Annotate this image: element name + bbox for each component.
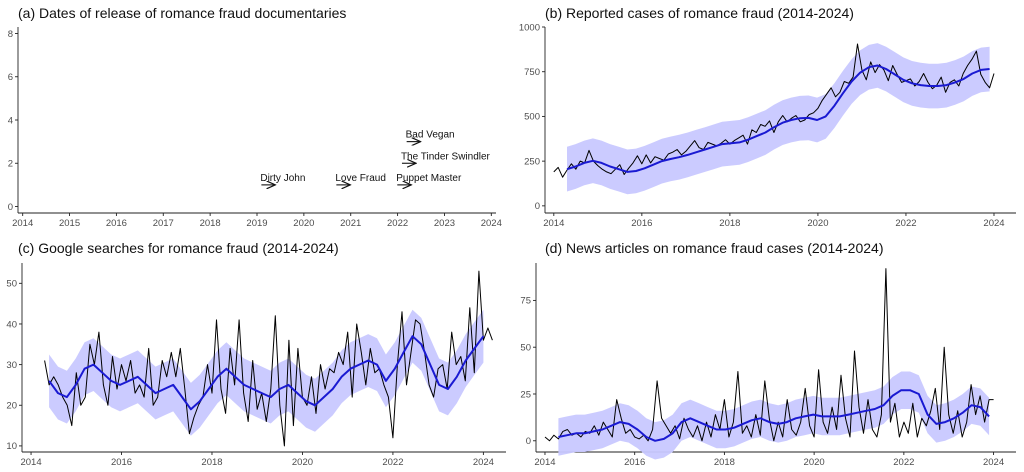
x-tick-label: 2014 [534,457,555,468]
y-tick-label: 25 [520,389,531,400]
raw-series-line [553,43,995,178]
x-tick-label: 2016 [111,457,132,468]
x-tick-label: 2016 [631,218,652,229]
x-tick-label: 2024 [983,457,1004,468]
x-tick-label: 2018 [201,457,222,468]
y-tick-label: 30 [6,360,17,371]
confidence-band [567,43,990,195]
panel-a-documentaries: (a) Dates of release of romance fraud do… [8,5,502,229]
y-tick-label: 2 [8,159,13,170]
y-tick-label: 6 [8,72,13,83]
x-tick-label: 2022 [893,457,914,468]
x-tick-label: 2022 [382,457,403,468]
x-tick-label: 2018 [200,218,221,229]
y-tick-label: 75 [520,296,531,307]
x-tick-label: 2020 [293,218,314,229]
x-tick-label: 2014 [543,218,564,229]
confidence-band [49,309,484,436]
y-tick-label: 500 [524,112,540,123]
panel-c-google-searches: (c) Google searches for romance fraud (2… [6,240,506,468]
documentary-label: Bad Vegan [406,130,455,141]
panel-d-title: (d) News articles on romance fraud cases… [545,240,884,256]
x-tick-label: 2024 [473,457,494,468]
y-tick-label: 50 [6,279,17,290]
smoothed-trend-line [48,335,485,411]
y-tick-label: 10 [6,441,17,452]
panel-c-title: (c) Google searches for romance fraud (2… [18,240,339,256]
x-tick-label: 2017 [153,218,174,229]
y-tick-label: 0 [535,201,540,212]
y-tick-label: 8 [8,29,13,40]
y-tick-label: 50 [520,343,531,354]
x-tick-label: 2024 [983,218,1004,229]
y-tick-label: 40 [6,319,17,330]
x-tick-label: 2023 [434,218,455,229]
raw-series-line [44,270,493,447]
panel-a-title: (a) Dates of release of romance fraud do… [18,5,346,21]
y-tick-label: 4 [8,115,13,126]
y-tick-label: 0 [8,202,13,213]
documentary-label: Puppet Master [396,173,462,184]
x-tick-label: 2024 [481,218,502,229]
x-tick-label: 2021 [340,218,361,229]
x-tick-label: 2020 [804,457,825,468]
y-tick-label: 1000 [519,22,540,33]
x-tick-label: 2019 [246,218,267,229]
documentary-label: The Tinder Swindler [401,151,491,162]
x-tick-label: 2018 [719,218,740,229]
x-tick-label: 2014 [20,457,41,468]
x-tick-label: 2014 [12,218,33,229]
confidence-band [558,371,990,460]
panel-d-news-articles: (d) News articles on romance fraud cases… [520,240,1016,468]
documentary-label: Love Fraud [335,173,386,184]
x-tick-label: 2020 [292,457,313,468]
y-tick-label: 0 [526,436,531,447]
raw-series-line [544,268,994,442]
panel-b-title: (b) Reported cases of romance fraud (201… [545,5,854,21]
y-tick-label: 750 [524,67,540,78]
panel-b-reported-cases: (b) Reported cases of romance fraud (201… [519,5,1016,229]
x-tick-label: 2018 [714,457,735,468]
x-tick-label: 2022 [387,218,408,229]
x-tick-label: 2016 [106,218,127,229]
x-tick-label: 2022 [895,218,916,229]
documentary-label: Dirty John [260,173,305,184]
smoothed-trend-line [566,64,990,173]
x-tick-label: 2015 [59,218,80,229]
y-tick-label: 250 [524,156,540,167]
x-tick-label: 2016 [624,457,645,468]
y-tick-label: 20 [6,401,17,412]
smoothed-trend-line [558,389,990,442]
x-tick-label: 2020 [807,218,828,229]
